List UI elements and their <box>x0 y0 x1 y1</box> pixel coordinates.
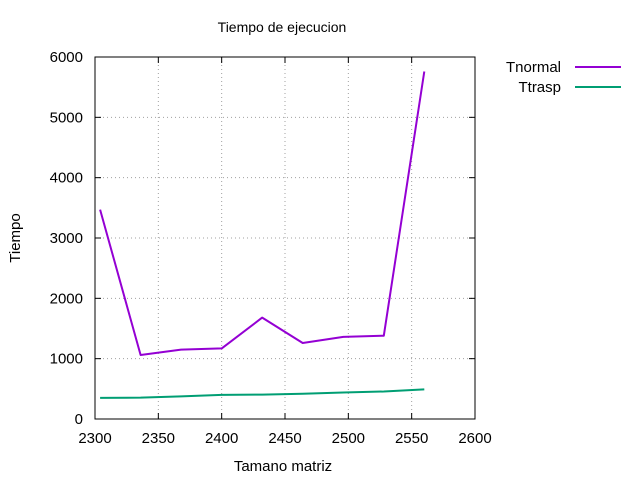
x-tick-label: 2400 <box>205 430 238 447</box>
legend-label-tnormal: Tnormal <box>506 59 561 76</box>
x-tick-label: 2600 <box>458 430 491 447</box>
series-lines <box>99 71 426 399</box>
grid <box>95 57 475 419</box>
y-axis-label: Tiempo <box>7 213 24 262</box>
y-tick-label: 5000 <box>50 109 83 126</box>
y-tick-label: 0 <box>75 411 83 428</box>
x-axis-label: Tamano matriz <box>234 458 332 475</box>
x-tick-label: 2300 <box>78 430 111 447</box>
y-tick-label: 1000 <box>50 351 83 368</box>
x-tick-label: 2550 <box>395 430 428 447</box>
y-tick-label: 2000 <box>50 290 83 307</box>
series-line-tnormal <box>99 71 426 356</box>
y-tick-label: 3000 <box>50 230 83 247</box>
axis-ticks: 2300 2350 2400 2450 2500 2550 2600 0 1000 2000 300… <box>50 49 492 447</box>
x-tick-label: 2350 <box>142 430 175 447</box>
y-tick-label: 6000 <box>50 49 83 66</box>
legend-label-ttrasp: Ttrasp <box>518 79 561 96</box>
series-line-ttrasp <box>100 388 425 399</box>
chart-title: Tiempo de ejecucion <box>218 19 347 35</box>
x-tick-label: 2500 <box>332 430 365 447</box>
y-tick-label: 4000 <box>50 170 83 187</box>
x-tick-label: 2450 <box>268 430 301 447</box>
plot-frame <box>94 56 476 420</box>
legend: Tnormal Ttrasp <box>506 59 621 96</box>
